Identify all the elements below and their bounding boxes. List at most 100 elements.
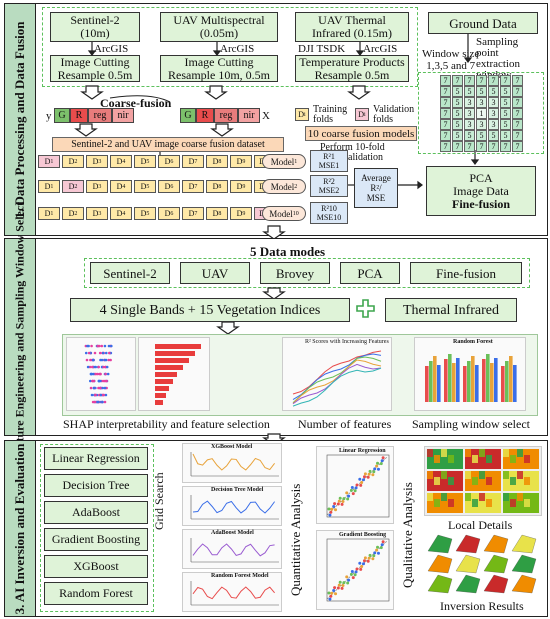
grid-cell: 7	[512, 75, 523, 86]
grid-cell: 7	[440, 97, 451, 108]
r2-lines-chart	[292, 350, 382, 407]
caption-features: Number of features	[298, 417, 392, 431]
rf-window-plot: Random Forest	[414, 337, 526, 411]
band-reg: reg	[88, 108, 112, 123]
grid-cell: 7	[452, 141, 463, 152]
shap-dots-chart	[84, 344, 113, 404]
grid-cell: 7	[464, 141, 475, 152]
arcgis-label-3: ArcGIS	[363, 43, 398, 55]
axis-y-label: y	[46, 110, 52, 122]
local-details-caption: Local Details	[448, 518, 513, 532]
grid-cell: 7	[452, 75, 463, 86]
training-folds-label: Training folds	[313, 104, 348, 125]
caption-window: Sampling window select	[412, 417, 530, 431]
grid-cell: 3	[476, 119, 487, 130]
grid-cell: 7	[512, 108, 523, 119]
grid-search-panel-title: Random Forest Model	[211, 573, 269, 579]
mode-fine-fusion: Fine-fusion	[410, 262, 522, 284]
grid-cell: 5	[452, 97, 463, 108]
grid-cell: 5	[452, 119, 463, 130]
algo-random-forest: Random Forest	[44, 582, 148, 605]
section1-arrows	[74, 34, 480, 240]
grid-search-panels: XGBoost Model Decision Tree Model AdaBoost…	[182, 443, 282, 613]
grid-cell: 5	[452, 86, 463, 97]
grid-search-panel: XGBoost Model	[182, 443, 282, 483]
rf-plot-title: Random Forest	[453, 339, 493, 345]
section-1-band: 1. Data Processing and Data Fusion	[5, 4, 36, 235]
coarse-fusion-dataset-box: Sentinel-2 and UAV image coarse fusion d…	[52, 137, 284, 152]
grid-cell: 7	[488, 75, 499, 86]
mode-pca: PCA	[340, 262, 400, 284]
lr-scatter-chart	[326, 454, 390, 518]
band-reg: reg	[214, 108, 238, 123]
algo-xgboost: XGBoost	[44, 555, 148, 578]
grid-cell: 7	[512, 97, 523, 108]
grid-search-panel-title: Decision Tree Model	[211, 487, 264, 493]
fine-fusion-label: Fine-fusion	[451, 196, 510, 211]
window-size-label: Window size 1,3,5 and 7	[422, 48, 480, 72]
sentinel-2-source: Sentinel-2 (10m)	[50, 12, 140, 42]
band-nir: nir	[238, 108, 260, 123]
shap-bar-chart	[155, 344, 201, 405]
grid-cell: 3	[488, 119, 499, 130]
validation-folds-label: Validation folds	[373, 104, 415, 125]
metric-3: R²10 MSE10	[310, 202, 348, 224]
arcgis-label-2: ArcGIS	[220, 43, 255, 55]
grid-cell: 7	[440, 130, 451, 141]
grid-search-panel-title: AdaBoost Model	[211, 530, 254, 536]
local-details-tiles	[427, 449, 539, 513]
grid-cell: 3	[464, 108, 475, 119]
grid-cell: 5	[488, 130, 499, 141]
grid-cell: 5	[500, 86, 511, 97]
algo-decision-tree: Decision Tree	[44, 474, 148, 497]
fold-rows: D1D2D3D4D5D6D7D8D9D10Model1R²1 MSE1D1D2D…	[0, 0, 348, 224]
grid-cell: 5	[500, 130, 511, 141]
modes-dashed-frame	[84, 258, 530, 288]
mode-brovey: Brovey	[260, 262, 330, 284]
grid-cell: 7	[500, 75, 511, 86]
grid-cell: 7	[440, 141, 451, 152]
band-g: G	[54, 108, 70, 123]
gradient-boosting-scatter: Gradient Boosting	[316, 530, 394, 610]
section-3-title: 3. AI Inversion and Evaluation	[12, 443, 27, 614]
grid-cell: 7	[440, 119, 451, 130]
grid-cell: 5	[500, 108, 511, 119]
average-metric-box: Average R²/ MSE	[354, 168, 398, 208]
data-modes-title: 5 Data modes	[250, 244, 326, 259]
grid-cell: 7	[500, 141, 511, 152]
mode-sentinel-2: Sentinel-2	[90, 262, 170, 284]
grid-cell: 7	[464, 75, 475, 86]
section-3-band: 3. AI Inversion and Evaluation	[5, 441, 36, 616]
model-1: Model 1	[262, 154, 306, 169]
grid-cell: 7	[512, 130, 523, 141]
algorithms-dashed-frame	[40, 444, 154, 612]
grid-cell: 5	[464, 130, 475, 141]
algo-linear-regression: Linear Regression	[44, 447, 148, 470]
algo-gradient-boosting: Gradient Boosting	[44, 528, 148, 551]
thermal-infrared-box: Thermal Infrared	[385, 298, 517, 322]
local-details-maps	[424, 446, 542, 516]
grid-search-panel: Random Forest Model	[182, 572, 282, 612]
uav-multispectral-source: UAV Multispectral (0.05m)	[160, 12, 278, 42]
grid-cell: 5	[500, 97, 511, 108]
grid-search-curve	[190, 495, 279, 520]
grid-cell: 3	[488, 97, 499, 108]
